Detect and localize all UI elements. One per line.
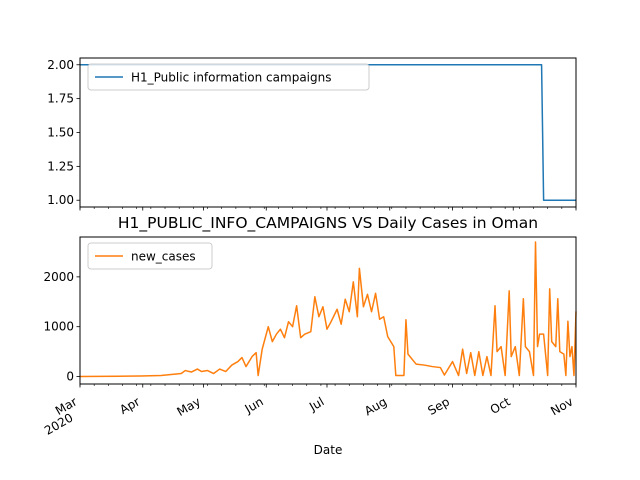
bottom-axes-frame [79,236,577,385]
y-tick-label: 1.50 [47,126,74,140]
top-legend: H1_Public information campaigns [87,63,370,91]
x-tick-label: Jul [306,394,326,414]
y-tick-label: 0 [66,370,74,384]
top-legend-box [87,63,370,91]
top-y-ticks: 1.00 1.25 1.50 1.75 2.00 [47,58,80,207]
top-x-ticks [79,207,577,211]
top-legend-label: H1_Public information campaigns [131,71,331,85]
bottom-legend: new_cases [87,242,213,270]
bottom-x-axis-label: Date [314,443,343,457]
bottom-chart-title: H1_PUBLIC_INFO_CAMPAIGNS VS Daily Cases … [118,214,538,233]
bottom-legend-label: new_cases [131,250,196,264]
series-line-new-cases [79,241,577,378]
y-tick-label: 2000 [43,270,74,284]
top-axes: 1.00 1.25 1.50 1.75 2.00 H1_Public informati… [47,57,577,211]
y-tick-label: 1.25 [47,159,74,173]
bottom-y-ticks: 0 1000 2000 [43,270,80,384]
y-tick-label: 1.00 [47,193,74,207]
y-tick-label: 1.75 [47,92,74,106]
bottom-legend-box [87,242,213,270]
bottom-series-layer [79,241,577,378]
y-tick-label: 2.00 [47,58,74,72]
y-tick-label: 1000 [43,320,74,334]
